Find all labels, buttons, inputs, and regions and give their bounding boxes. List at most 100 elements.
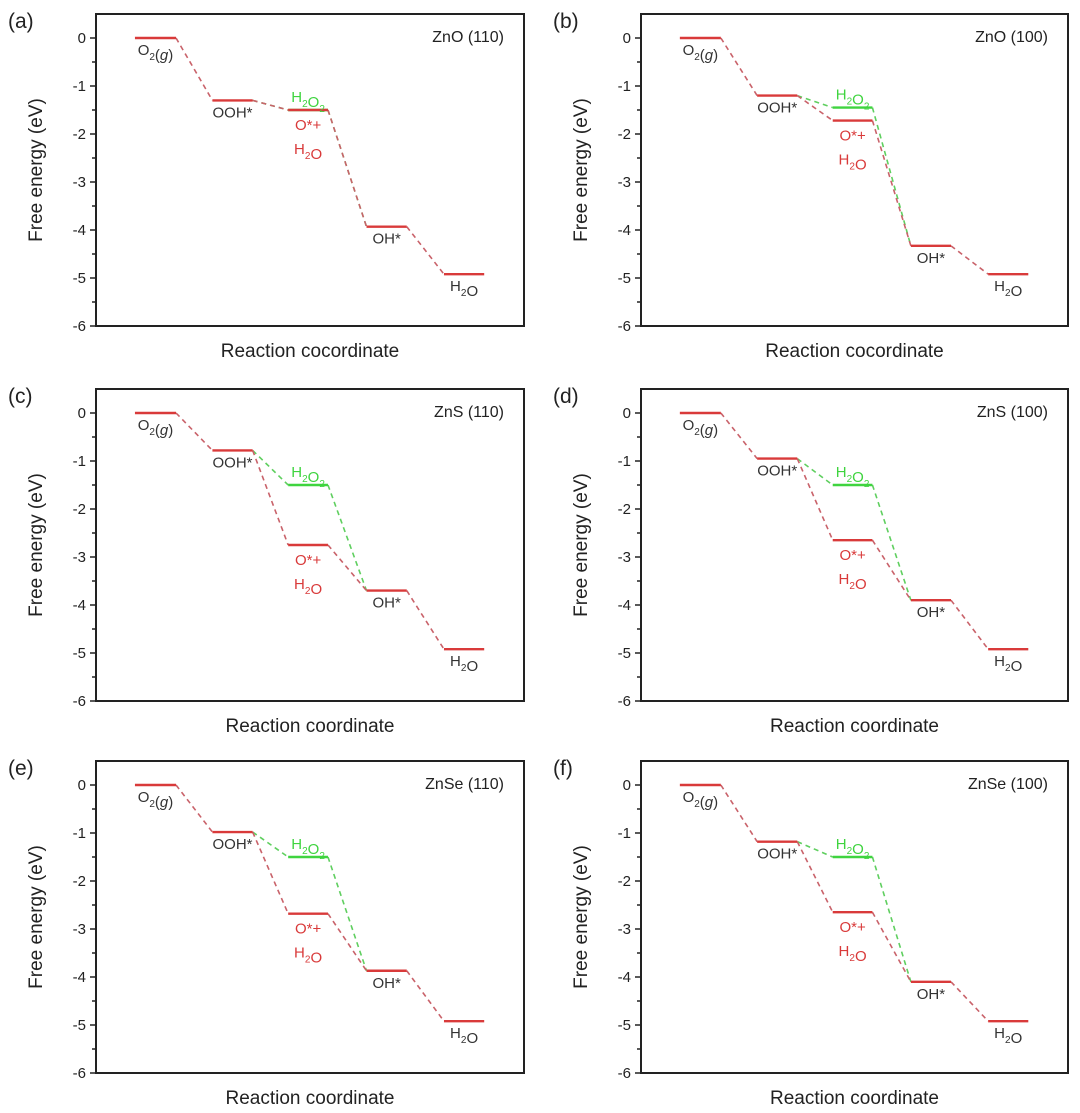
connector-oh-h2o	[950, 245, 989, 275]
label-o2-g: O2(g)	[138, 42, 174, 64]
x-axis-label: Reaction coordinate	[226, 1088, 395, 1109]
label-part: O	[1011, 283, 1023, 300]
y-tick-label: -5	[618, 645, 631, 662]
label-part: H	[994, 1025, 1005, 1042]
label-part: H	[836, 87, 847, 104]
label-part: )	[168, 47, 173, 64]
y-tick-label: -3	[73, 174, 86, 191]
label-h2o2: H2O2	[291, 89, 325, 115]
y-tick-label: 0	[78, 405, 86, 422]
label-part: H	[839, 152, 850, 169]
plot-frame	[95, 760, 525, 1074]
label-part: H	[291, 89, 302, 106]
label-part: O	[310, 581, 322, 598]
label-part: O	[466, 283, 478, 300]
panel-letter: (b)	[553, 10, 579, 33]
connector-ooh-h2o2	[252, 449, 289, 486]
label-part: 2	[461, 288, 467, 299]
label-part: 2	[305, 586, 311, 597]
label-o-star-plus: O*+	[839, 547, 866, 564]
connector-o-h2o-oh	[871, 120, 912, 247]
label-part: O	[310, 146, 322, 163]
connector-ooh-o-h2o	[251, 831, 289, 914]
label-part: 2	[149, 799, 155, 810]
y-tick-label: -4	[618, 597, 631, 614]
panel-d: (d) 0 -1 -2 -3 -4 -5 -6 Free energy (eV) Reaction…	[553, 385, 1069, 737]
y-axis-label: Free energy (eV)	[26, 473, 47, 617]
label-part: 2	[694, 52, 700, 63]
y-tick-label: -6	[618, 693, 631, 710]
connector-o2-ooh	[720, 784, 758, 843]
y-axis-label: Free energy (eV)	[26, 845, 47, 989]
y-tick-label: -4	[73, 222, 86, 239]
connector-o-h2o-oh	[327, 913, 368, 972]
label-part: 2	[461, 663, 467, 674]
connector-ooh-h2o2	[252, 831, 289, 858]
label-part: 2	[849, 581, 855, 592]
panel-title: ZnSe (110)	[425, 776, 504, 793]
plot-frame	[95, 13, 525, 327]
connector-ooh-h2o2	[796, 840, 834, 858]
y-axis-label: Free energy (eV)	[571, 473, 592, 617]
y-tick-label: 0	[623, 30, 631, 47]
label-part: 2	[847, 474, 853, 485]
connector-o2-ooh	[720, 412, 758, 460]
label-part: 2	[302, 474, 308, 485]
connector-h2o2-oh	[871, 484, 912, 601]
label-part: g	[705, 47, 714, 64]
connector-ooh-o-h2o	[796, 94, 834, 122]
label-h2o-product: H2O	[294, 945, 322, 967]
label-part: 2	[305, 151, 311, 162]
y-tick-label: -5	[73, 645, 86, 662]
label-part: g	[705, 422, 714, 439]
panel-title: ZnS (110)	[434, 404, 504, 421]
label-part: 2	[849, 953, 855, 964]
label-part: H	[836, 836, 847, 853]
y-axis-label: Free energy (eV)	[26, 98, 47, 242]
label-part: O	[1011, 1030, 1023, 1047]
label-part: O	[308, 469, 320, 486]
y-tick-label: -3	[618, 921, 631, 938]
y-tick-label: -2	[618, 126, 631, 143]
label-h2o2: H2O2	[291, 836, 325, 862]
y-tick-label: -2	[73, 501, 86, 518]
label-part: O	[683, 417, 695, 434]
panel-f: (f) 0 -1 -2 -3 -4 -5 -6 Free energy (eV) Reaction…	[553, 757, 1069, 1109]
y-tick-label: 0	[623, 777, 631, 794]
label-part: 2	[461, 1035, 467, 1046]
label-part: g	[705, 794, 714, 811]
y-tick-label: -3	[618, 549, 631, 566]
x-axis-label: Reaction cocordinate	[221, 341, 400, 362]
connector-ooh-h2o2	[796, 457, 834, 486]
connector-oh-h2o	[406, 226, 445, 275]
label-h2o2: H2O2	[836, 836, 870, 862]
label-o2-g: O2(g)	[138, 417, 174, 439]
label-part: 2	[1005, 663, 1011, 674]
label-h2o-product: H2O	[294, 576, 322, 598]
connector-ooh-h2o2	[797, 94, 833, 109]
y-tick-label: -4	[73, 597, 86, 614]
label-h2o: H2O	[450, 1025, 478, 1047]
label-part: 2	[149, 427, 155, 438]
y-tick-label: 0	[623, 405, 631, 422]
connector-o2-ooh	[175, 784, 214, 833]
label-part: O	[138, 417, 150, 434]
label-part: H	[450, 278, 461, 295]
connector-h2o2-oh	[871, 856, 912, 983]
label-part: H	[450, 653, 461, 670]
label-part: 2	[149, 52, 155, 63]
label-oh: OH*	[372, 595, 401, 612]
label-o2-g: O2(g)	[683, 42, 719, 64]
y-tick-label: -3	[73, 921, 86, 938]
label-part: 2	[864, 479, 870, 490]
connector-h2o2-oh	[327, 856, 368, 972]
connector-ooh-o-h2o	[796, 841, 834, 913]
label-h2o-product: H2O	[839, 943, 867, 965]
label-part: g	[160, 47, 169, 64]
label-part: )	[168, 422, 173, 439]
plot-frame	[640, 13, 1069, 327]
connector-o-h2o-oh	[871, 911, 912, 983]
x-axis-label: Reaction coordinate	[770, 1088, 939, 1109]
connector-o-h2o-oh	[871, 539, 912, 601]
